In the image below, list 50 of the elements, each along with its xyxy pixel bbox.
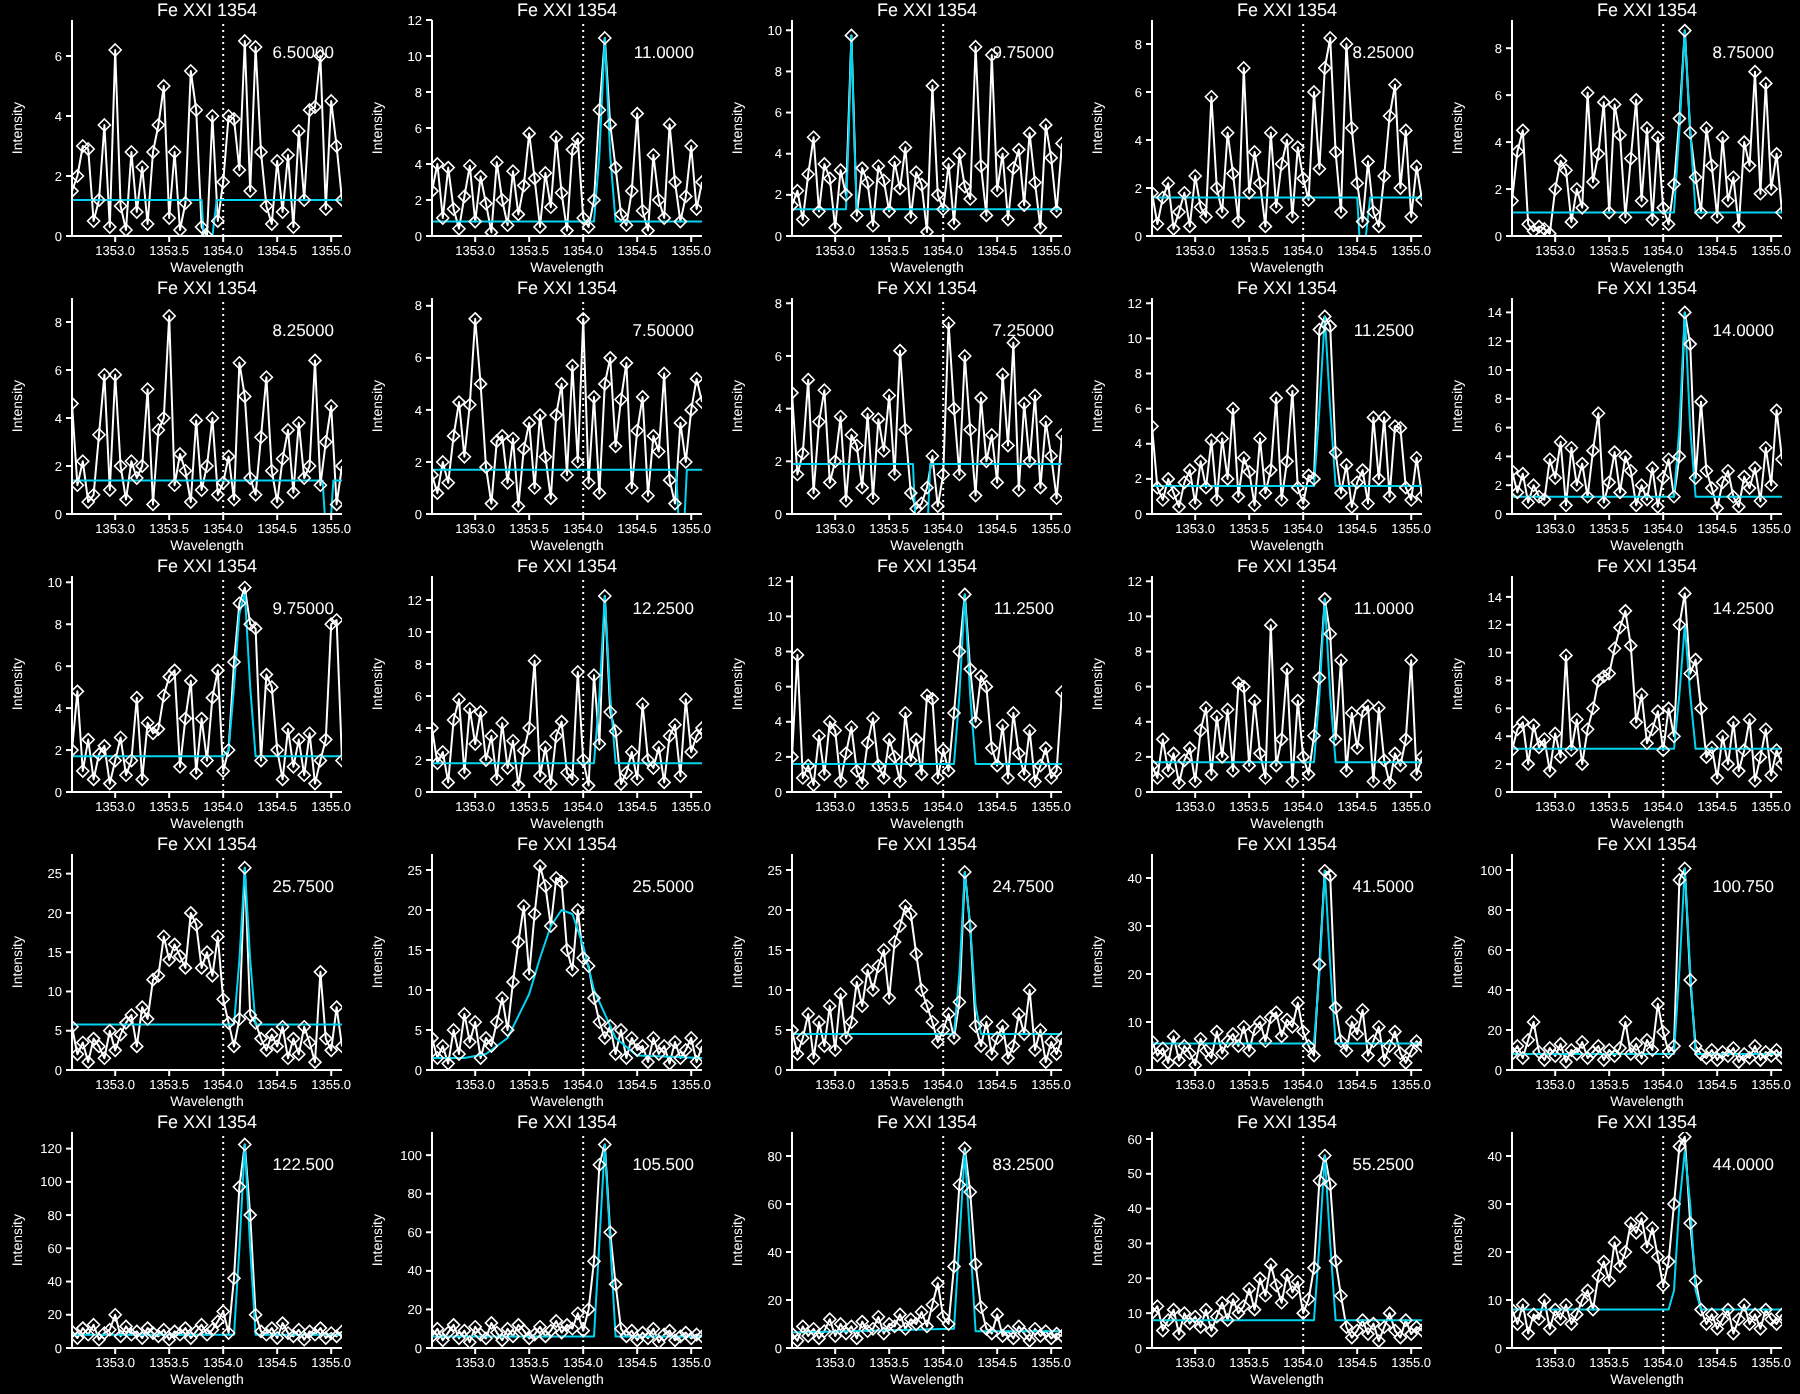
chart-title: Fe XXI 1354 (154, 556, 260, 576)
annotation: 14.2500 (1712, 598, 1774, 618)
chart-title: Fe XXI 1354 (1594, 556, 1700, 576)
annotation: 25.5000 (632, 876, 694, 896)
annotation: 55.2500 (1352, 1154, 1414, 1174)
chart-title: Fe XXI 1354 (514, 1112, 620, 1132)
annotation: 122.500 (272, 1154, 334, 1174)
annotation: 100.750 (1712, 876, 1774, 896)
chart-title: Fe XXI 1354 (514, 0, 620, 20)
annotation: 83.2500 (992, 1154, 1054, 1174)
annotation: 105.500 (632, 1154, 694, 1174)
chart-title: Fe XXI 1354 (1594, 1112, 1700, 1132)
annotation: 7.25000 (992, 320, 1054, 340)
chart-title: Fe XXI 1354 (874, 0, 980, 20)
annotation: 6.50000 (272, 42, 334, 62)
annotation: 8.75000 (1712, 42, 1774, 62)
chart-title: Fe XXI 1354 (514, 556, 620, 576)
annotation: 8.25000 (272, 320, 334, 340)
annotation: 11.0000 (1353, 598, 1414, 618)
chart-title: Fe XXI 1354 (1594, 834, 1700, 854)
chart-title: Fe XXI 1354 (1234, 1112, 1340, 1132)
chart-title: Fe XXI 1354 (154, 278, 260, 298)
chart-title: Fe XXI 1354 (874, 1112, 980, 1132)
chart-title: Fe XXI 1354 (514, 278, 620, 298)
annotation: 44.0000 (1712, 1154, 1774, 1174)
annotation: 11.2500 (993, 598, 1054, 618)
chart-title: Fe XXI 1354 (1234, 834, 1340, 854)
chart-title: Fe XXI 1354 (874, 556, 980, 576)
chart-title: Fe XXI 1354 (154, 834, 260, 854)
chart-title: Fe XXI 1354 (1594, 0, 1700, 20)
annotation: 14.0000 (1712, 320, 1774, 340)
annotation: 24.7500 (992, 876, 1054, 896)
annotation: 7.50000 (632, 320, 694, 340)
chart-title: Fe XXI 1354 (154, 0, 260, 20)
annotation: 41.5000 (1352, 876, 1414, 896)
chart-title: Fe XXI 1354 (514, 834, 620, 854)
chart-title: Fe XXI 1354 (1234, 0, 1340, 20)
annotation: 9.75000 (272, 598, 334, 618)
chart-title: Fe XXI 1354 (1594, 278, 1700, 298)
annotation: 25.7500 (272, 876, 334, 896)
chart-title: Fe XXI 1354 (874, 834, 980, 854)
annotation: 11.2500 (1353, 320, 1414, 340)
chart-title: Fe XXI 1354 (1234, 278, 1340, 298)
chart-title: Fe XXI 1354 (154, 1112, 260, 1132)
annotation: 12.2500 (632, 598, 694, 618)
annotation: 8.25000 (1352, 42, 1414, 62)
chart-title: Fe XXI 1354 (874, 278, 980, 298)
annotation: 9.75000 (992, 42, 1054, 62)
chart-title: Fe XXI 1354 (1234, 556, 1340, 576)
annotation: 11.0000 (633, 42, 694, 62)
